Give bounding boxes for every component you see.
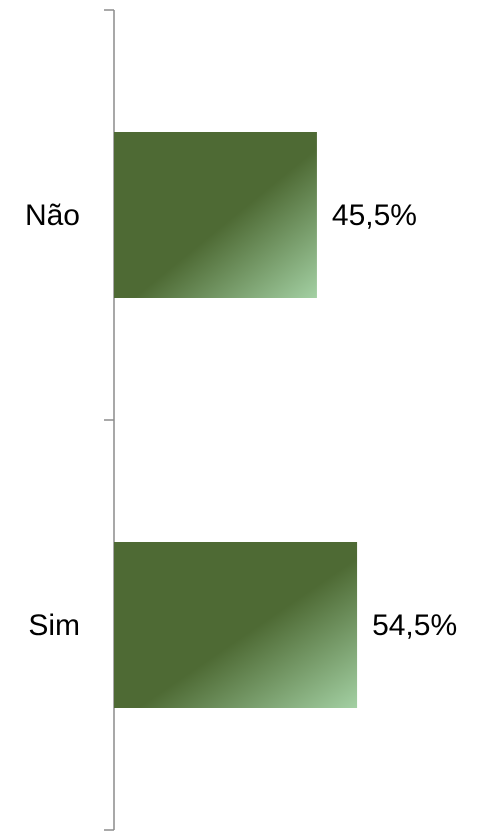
bar: [114, 542, 358, 708]
value-label: 45,5%: [332, 199, 417, 232]
bar: [114, 132, 317, 298]
category-label: Sim: [28, 609, 80, 642]
value-label: 54,5%: [372, 609, 457, 642]
category-label: Não: [25, 199, 80, 232]
